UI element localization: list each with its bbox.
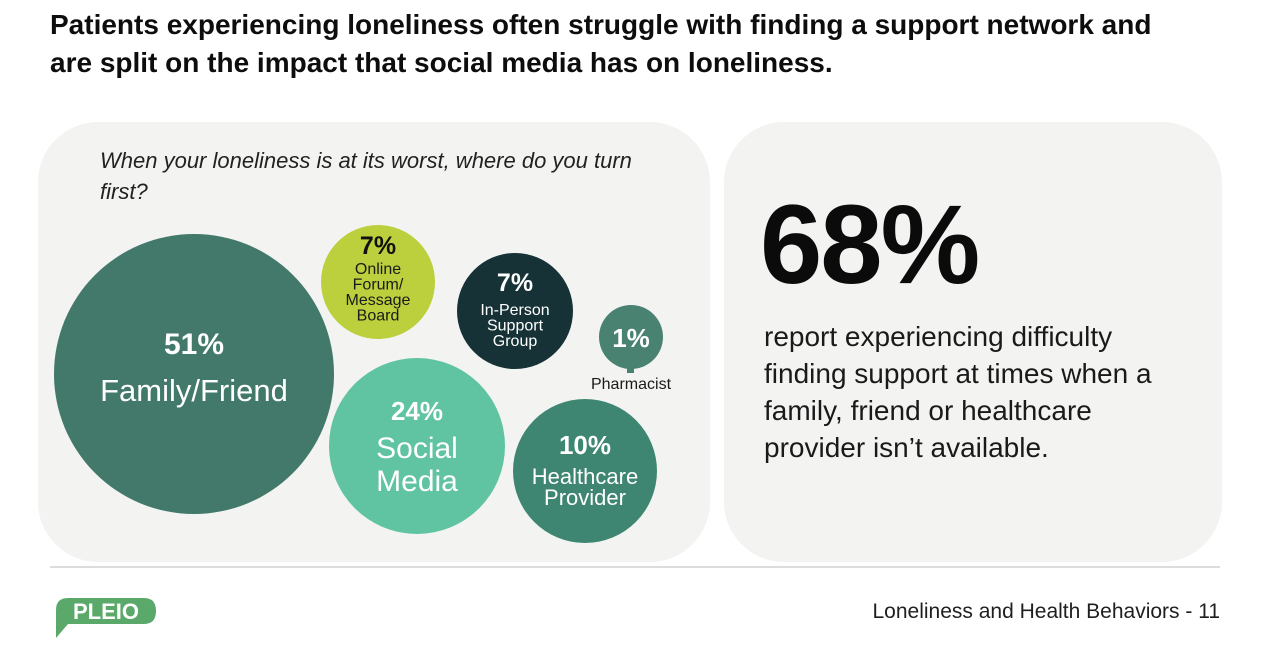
bubble-label: Family/Friend (100, 373, 288, 408)
logo-text: PLEIO (73, 599, 139, 624)
bubble-label-line: Message (346, 292, 411, 309)
stat-panel (724, 122, 1222, 562)
bubble-label: Social Media (376, 432, 458, 498)
bubble-circle (599, 305, 663, 369)
bubble-label: In-Person Support Group (480, 302, 549, 350)
stat-description: report experiencing difficulty finding s… (764, 321, 1152, 463)
bubble-label-line: Online (355, 261, 401, 278)
bubble-label-line: Media (376, 465, 458, 498)
bubble-value: 1% (612, 323, 650, 353)
bubble-label-line: Group (493, 333, 538, 350)
footer-divider (50, 566, 1220, 568)
bubble-circle (513, 399, 657, 543)
bubble-label: Online Forum/Message Board (346, 261, 411, 325)
pleio-logo: PLEIO (56, 598, 156, 638)
bubble-label-line: Forum/ (353, 277, 404, 294)
bubble-label-line: Board (357, 308, 400, 325)
bubble-online-forum: 7% Online Forum/Message Board (321, 225, 435, 339)
footer-caption: Loneliness and Health Behaviors - 11 (872, 600, 1221, 623)
bubble-value: 51% (164, 328, 224, 361)
bubble-healthcare-provider: 10% Healthcare Provider (513, 399, 657, 543)
bubble-label: Pharmacist (591, 376, 672, 393)
bubble-circle (321, 225, 435, 339)
bubble-label-line: Social (376, 432, 458, 465)
bubble-label-line: Family/Friend (100, 373, 288, 408)
bubble-label-line: Healthcare (532, 464, 638, 489)
bubble-label: Healthcare Provider (532, 464, 638, 510)
bubble-circle (457, 253, 573, 369)
bubble-label-line: In-Person (480, 302, 549, 319)
bubble-value: 7% (360, 232, 396, 260)
bubble-family-friend: 51% Family/Friend (54, 234, 334, 514)
bubble-social-media: 24% Social Media (329, 358, 505, 534)
bubble-label-line: Pharmacist (591, 376, 672, 393)
bubble-value: 7% (497, 269, 533, 297)
bubble-circle (329, 358, 505, 534)
bubble-pharmacist: 1% Pharmacist (591, 305, 672, 393)
logo-bubble-shape (56, 598, 156, 638)
bubble-in-person-group: 7% In-Person Support Group (457, 253, 573, 369)
stat-value: 68% (760, 182, 980, 307)
bubble-label-line: Support (487, 318, 544, 335)
headline: Patients experiencing loneliness often s… (50, 9, 1152, 78)
bubble-label-line: Provider (544, 485, 626, 510)
bubble-circle (54, 234, 334, 514)
bubble-value: 10% (559, 430, 611, 460)
bubble-value: 24% (391, 396, 443, 426)
chart-question: When your loneliness is at its worst, wh… (100, 148, 632, 204)
